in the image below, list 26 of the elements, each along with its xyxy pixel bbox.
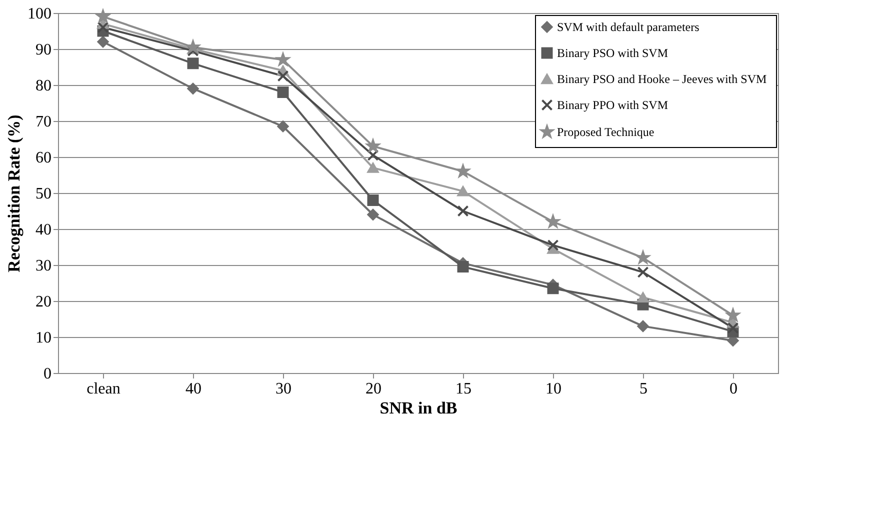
x-axis-title: SNR in dB bbox=[380, 398, 458, 418]
x-tick-label: 30 bbox=[276, 380, 292, 398]
legend-label: Binary PPO with SVM bbox=[557, 98, 668, 112]
y-tick-label: 30 bbox=[36, 258, 52, 274]
y-tick-label: 80 bbox=[36, 78, 52, 94]
legend-label: SVM with default parameters bbox=[557, 20, 700, 34]
y-tick-label: 50 bbox=[36, 186, 52, 202]
y-tick-label: 70 bbox=[36, 114, 52, 130]
y-tick-label: 60 bbox=[36, 150, 52, 166]
y-tick-label: 20 bbox=[36, 294, 52, 310]
x-tick-label: 10 bbox=[546, 380, 562, 398]
legend-label: Binary PSO and Hooke – Jeeves with SVM bbox=[557, 72, 767, 86]
y-tick-label: 0 bbox=[44, 366, 52, 382]
legend-label: Proposed Technique bbox=[557, 125, 654, 139]
y-tick-label: 10 bbox=[36, 330, 52, 346]
legend-label: Binary PSO with SVM bbox=[557, 46, 668, 60]
y-tick-label: 40 bbox=[36, 222, 52, 238]
x-tick-label: clean bbox=[86, 380, 120, 398]
x-tick-label: 40 bbox=[186, 380, 202, 398]
x-tick-label: 0 bbox=[730, 380, 738, 398]
x-tick-label: 20 bbox=[366, 380, 382, 398]
x-tick-label: 15 bbox=[456, 380, 472, 398]
y-axis-title: Recognition Rate (%) bbox=[4, 114, 24, 272]
y-tick-label: 100 bbox=[28, 6, 52, 22]
y-tick-label: 90 bbox=[36, 42, 52, 58]
x-tick-label: 5 bbox=[640, 380, 648, 398]
